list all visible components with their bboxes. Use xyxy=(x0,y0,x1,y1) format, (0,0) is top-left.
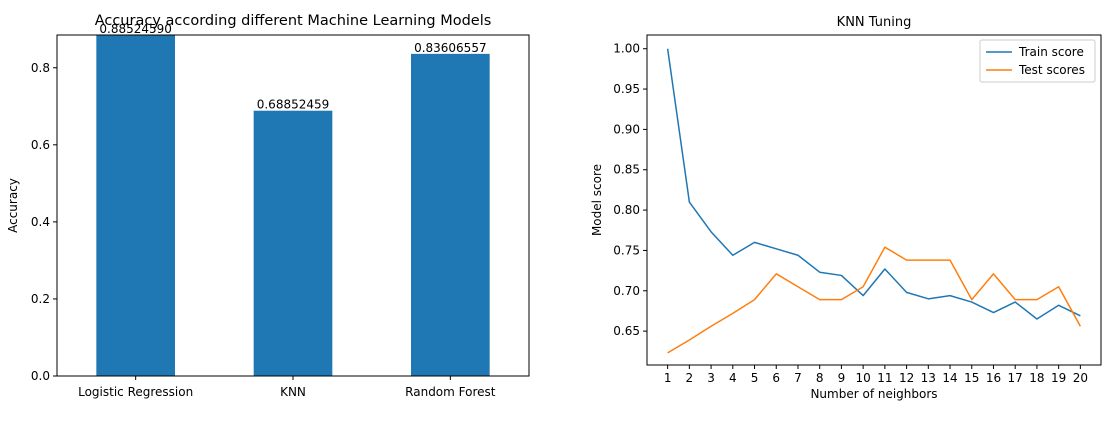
x-tick-label: 18 xyxy=(1029,371,1044,385)
x-tick-label: 11 xyxy=(877,371,892,385)
y-tick-label: 0.2 xyxy=(31,292,50,306)
y-tick-label: 0.80 xyxy=(613,203,640,217)
bar-data-label: 0.88524590 xyxy=(99,22,172,36)
x-tick-label: 13 xyxy=(921,371,936,385)
bar-chart-x-ticks: Logistic Regression KNN Random Forest xyxy=(78,376,496,399)
line-chart-title: KNN Tuning xyxy=(837,15,912,30)
bar-chart-plot-frame xyxy=(56,34,530,377)
bar xyxy=(411,53,490,377)
y-tick-label: 0.0 xyxy=(31,369,50,383)
bar-chart-y-axis-label: Accuracy xyxy=(6,178,20,233)
y-tick-label: 1.00 xyxy=(613,42,640,56)
bar-series xyxy=(96,34,490,377)
line-chart-x-ticks: 1 2 3 4 5 6 7 8 9 10 11 12 13 14 15 16 17 18 19 20 xyxy=(664,365,1088,385)
legend-label-test: Test scores xyxy=(1018,63,1085,77)
y-tick-label: 0.6 xyxy=(31,138,50,152)
x-tick-label: 4 xyxy=(729,371,737,385)
bar-data-labels: 0.88524590 0.68852459 0.83606557 xyxy=(99,22,486,112)
x-tick-label: 10 xyxy=(855,371,870,385)
y-tick-label: 0.70 xyxy=(613,284,640,298)
series-line-test xyxy=(667,246,1082,354)
x-tick-label: 8 xyxy=(816,371,824,385)
x-tick-label: 7 xyxy=(794,371,802,385)
y-tick-label: 0.8 xyxy=(31,61,50,75)
y-tick-label: 0.4 xyxy=(31,215,50,229)
x-tick-label: 16 xyxy=(986,371,1001,385)
bar-chart-y-ticks: 0.0 0.2 0.4 0.6 0.8 xyxy=(31,61,57,383)
x-tick-label: KNN xyxy=(280,385,306,399)
x-tick-label: 6 xyxy=(772,371,780,385)
x-tick-label: 12 xyxy=(899,371,914,385)
accuracy-bar-chart: Accuracy according different Machine Lea… xyxy=(6,13,530,399)
x-tick-label: 3 xyxy=(707,371,715,385)
y-tick-label: 0.95 xyxy=(613,82,640,96)
line-chart-y-ticks: 0.65 0.70 0.75 0.80 0.85 0.90 0.95 1.00 xyxy=(613,42,647,338)
line-chart-plot-frame xyxy=(646,34,1102,366)
bar xyxy=(253,110,333,376)
legend-box xyxy=(979,39,1096,83)
x-tick-label: 15 xyxy=(964,371,979,385)
series-line-train xyxy=(666,48,1081,320)
x-tick-label: 9 xyxy=(838,371,846,385)
x-tick-label: Random Forest xyxy=(405,385,496,399)
x-tick-label: 20 xyxy=(1073,371,1088,385)
bar xyxy=(96,34,175,377)
line-chart-x-axis-label: Number of neighbors xyxy=(810,387,937,401)
x-tick-label: 14 xyxy=(942,371,957,385)
line-chart-legend: Train score Test scores xyxy=(979,39,1096,83)
y-tick-label: 0.90 xyxy=(613,122,640,136)
x-tick-label: 19 xyxy=(1051,371,1066,385)
bar-data-label: 0.83606557 xyxy=(414,41,487,55)
y-tick-label: 0.85 xyxy=(613,163,640,177)
bar-data-label: 0.68852459 xyxy=(257,98,330,112)
x-tick-label: 1 xyxy=(664,371,672,385)
x-tick-label: Logistic Regression xyxy=(78,385,193,399)
line-chart-y-axis-label: Model score xyxy=(590,164,604,236)
y-tick-label: 0.75 xyxy=(613,243,640,257)
bar-chart-title: Accuracy according different Machine Lea… xyxy=(95,13,492,29)
knn-tuning-line-chart: KNN Tuning Number of neighbors Model sco… xyxy=(590,15,1102,401)
x-tick-label: 2 xyxy=(686,371,694,385)
x-tick-label: 5 xyxy=(751,371,759,385)
x-tick-label: 17 xyxy=(1008,371,1023,385)
line-series xyxy=(666,48,1082,354)
y-tick-label: 0.65 xyxy=(613,324,640,338)
legend-label-train: Train score xyxy=(1018,45,1084,59)
